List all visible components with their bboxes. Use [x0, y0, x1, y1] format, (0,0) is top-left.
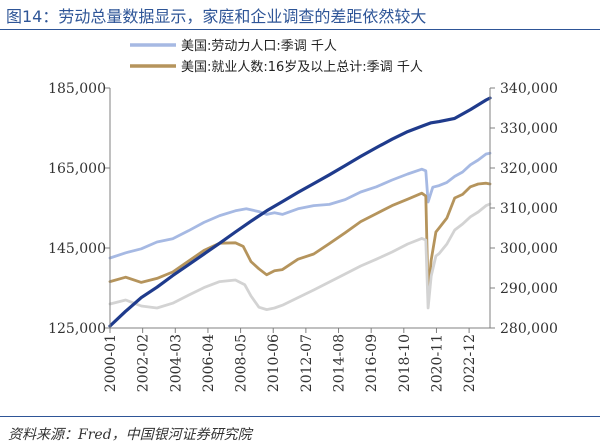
x-tick-label: 2000-01	[103, 334, 119, 392]
figure-title: 图14：劳动总量数据显示，家庭和企业调查的差距依然较大	[6, 7, 427, 26]
x-tick-label: 2006-04	[201, 334, 217, 392]
x-tick-label: 2010-06	[266, 334, 282, 392]
x-tick-label: 2012-07	[299, 334, 315, 392]
x-tick-label: 2020-11	[430, 334, 446, 392]
x-tick-label: 2016-09	[364, 334, 380, 392]
x-tick-label: 2004-03	[168, 334, 184, 392]
legend-label-labor-force: 美国:劳动力人口:季调 千人	[181, 38, 337, 54]
y-right-tick-label: 330,000	[500, 121, 558, 137]
y-right-tick-label: 290,000	[500, 281, 558, 297]
source-note: 资料来源：Fred，中国银河证券研究院	[8, 427, 252, 443]
y-right-tick-label: 320,000	[500, 161, 558, 177]
y-left-tick-label: 165,000	[48, 161, 106, 177]
legend: 美国:劳动力人口:季调 千人 美国:就业人数:16岁及以上总计:季调 千人	[130, 38, 423, 75]
y-left-tick-label: 185,000	[48, 81, 106, 97]
y-right-tick-label: 300,000	[500, 241, 558, 257]
y-right-tick-label: 310,000	[500, 201, 558, 217]
title-rule	[0, 29, 600, 30]
bottom-rule	[0, 416, 600, 417]
x-tick-label: 2002-02	[136, 334, 152, 392]
x-tick-label: 2008-05	[234, 334, 250, 392]
x-tick-label: 2018-10	[397, 334, 413, 392]
x-tick-label: 2022-12	[462, 334, 478, 392]
series-line-1	[108, 151, 492, 260]
x-tick-label: 2014-08	[332, 334, 348, 392]
y-right-tick-label: 280,000	[500, 321, 558, 337]
line-chart: 美国:劳动力人口:季调 千人 美国:就业人数:16岁及以上总计:季调 千人 12…	[48, 38, 558, 392]
y-left-tick-label: 125,000	[48, 321, 106, 337]
series-line-2	[108, 181, 492, 296]
y-right-tick-label: 340,000	[500, 81, 558, 97]
legend-label-employment: 美国:就业人数:16岁及以上总计:季调 千人	[181, 60, 423, 75]
axes: 125,000 145,000 165,000 185,000 280,000 290,0…	[48, 81, 558, 392]
plot-area	[108, 96, 492, 328]
y-left-tick-label: 145,000	[48, 241, 106, 257]
series-line-4	[108, 96, 492, 328]
series-line-3	[108, 202, 492, 311]
